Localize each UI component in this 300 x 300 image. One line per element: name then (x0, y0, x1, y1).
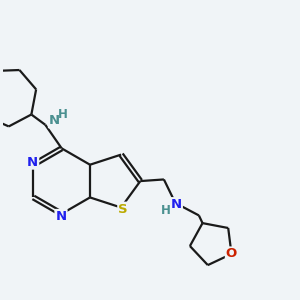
Text: N: N (49, 114, 60, 128)
Text: H: H (161, 204, 171, 218)
Text: N: N (27, 156, 38, 169)
Text: S: S (118, 203, 128, 216)
Text: N: N (171, 198, 182, 211)
Text: O: O (226, 248, 237, 260)
Text: H: H (58, 109, 68, 122)
Text: N: N (56, 210, 67, 223)
